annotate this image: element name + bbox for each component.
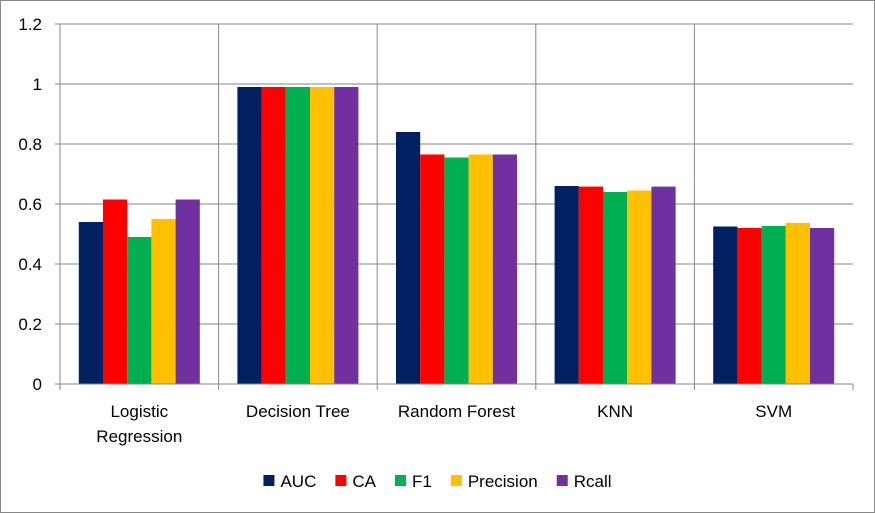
bar-f1-3 xyxy=(603,192,628,384)
bar-f1-1 xyxy=(285,87,310,384)
bar-precision-1 xyxy=(310,87,335,384)
y-tick-label: 1.2 xyxy=(18,15,42,34)
y-tick-labels: 0 0.2 0.4 0.6 0.8 1 1.2 xyxy=(18,15,42,394)
axes xyxy=(55,23,854,390)
x-tick-label: KNN xyxy=(597,402,633,421)
bar-ca-0 xyxy=(103,199,128,384)
legend-label-auc: AUC xyxy=(280,472,316,491)
bar-precision-4 xyxy=(785,222,810,384)
bar-ca-2 xyxy=(420,154,445,384)
bar-rcall-3 xyxy=(651,186,676,384)
bar-rcall-4 xyxy=(810,228,835,384)
bar-precision-0 xyxy=(151,219,176,384)
bars xyxy=(78,87,835,384)
y-tick-label: 1 xyxy=(33,75,42,94)
legend-swatch-precision xyxy=(450,475,462,486)
legend-swatch-auc xyxy=(263,475,275,486)
bar-auc-2 xyxy=(396,132,421,384)
x-tick-label: Decision Tree xyxy=(246,402,350,421)
y-tick-label: 0 xyxy=(33,375,42,394)
y-tick-label: 0.2 xyxy=(18,315,42,334)
bar-rcall-2 xyxy=(492,154,517,384)
bar-ca-4 xyxy=(737,228,762,384)
y-tick-label: 0.6 xyxy=(18,195,42,214)
legend-label-precision: Precision xyxy=(468,472,538,491)
bar-precision-3 xyxy=(627,190,652,384)
legend-label-rcall: Rcall xyxy=(574,472,612,491)
bar-f1-4 xyxy=(761,225,786,384)
x-tick-label: Regression xyxy=(96,427,182,446)
legend-label-f1: F1 xyxy=(412,472,432,491)
legend-label-ca: CA xyxy=(352,472,376,491)
y-tick-label: 0.4 xyxy=(18,255,42,274)
legend: AUC CA F1 Precision Rcall xyxy=(263,472,612,491)
bar-auc-4 xyxy=(713,226,738,384)
bar-auc-1 xyxy=(237,87,262,384)
x-tick-labels: Logistic Regression Decision Tree Random Fo… xyxy=(96,402,792,446)
bar-ca-1 xyxy=(261,87,286,384)
legend-swatch-f1 xyxy=(394,475,406,486)
x-tick-label: SVM xyxy=(755,402,792,421)
legend-swatch-ca xyxy=(335,475,347,486)
bar-precision-2 xyxy=(468,154,493,384)
y-tick-label: 0.8 xyxy=(18,135,42,154)
bar-f1-0 xyxy=(127,237,152,384)
x-tick-label: Random Forest xyxy=(398,402,515,421)
bar-rcall-0 xyxy=(175,199,200,384)
bar-auc-0 xyxy=(78,222,103,384)
bar-auc-3 xyxy=(554,186,579,384)
bar-rcall-1 xyxy=(334,87,359,384)
x-tick-label: Logistic xyxy=(110,402,168,421)
bar-ca-3 xyxy=(578,186,603,384)
bar-f1-2 xyxy=(444,157,469,384)
legend-swatch-rcall xyxy=(556,475,568,486)
